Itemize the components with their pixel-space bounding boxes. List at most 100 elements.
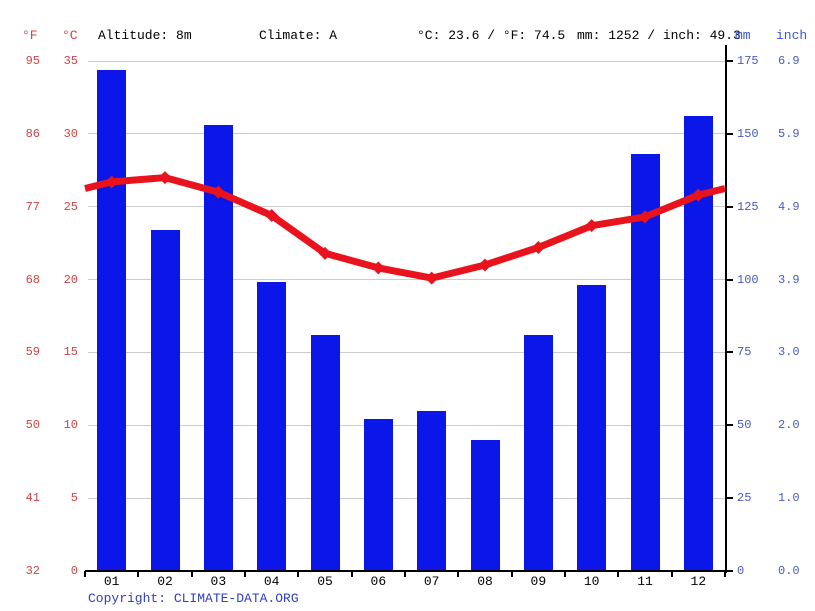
month-label-11: 11 <box>637 574 653 589</box>
right-axis-label-inch: 0.0 <box>778 564 800 578</box>
right-axis-tick <box>726 60 733 62</box>
precipitation-bar-07 <box>417 410 447 571</box>
left-axis-label-celsius: 10 <box>63 418 78 433</box>
temperature-point-05 <box>318 246 332 260</box>
bottom-axis-tick <box>564 571 566 577</box>
month-label-01: 01 <box>103 574 120 589</box>
month-label-07: 07 <box>423 574 440 589</box>
left-axis-label-celsius: 35 <box>63 54 78 68</box>
right-axis-label-inch: 2.0 <box>778 418 800 433</box>
header-altitude: Altitude: 8m <box>98 28 192 43</box>
right-axis-label-mm: 100 <box>737 272 759 287</box>
precipitation-bar-03 <box>203 125 233 571</box>
precipitation-bar-08 <box>470 439 500 571</box>
bottom-axis-tick <box>724 571 726 577</box>
month-label-03: 03 <box>210 574 227 589</box>
bottom-axis-tick <box>404 571 406 577</box>
month-label-08: 08 <box>477 574 493 589</box>
left-axis-label-fahrenheit: 77 <box>25 199 40 214</box>
precipitation-bar-06 <box>363 419 393 571</box>
header-inch-unit: inch <box>776 28 808 43</box>
right-axis-tick <box>726 278 733 281</box>
precipitation-bar-11 <box>630 154 660 571</box>
month-label-04: 04 <box>263 574 280 589</box>
header-fahrenheit-unit: °F <box>22 28 38 43</box>
precipitation-bar-04 <box>257 282 287 571</box>
left-axis-label-fahrenheit: 41 <box>25 491 40 506</box>
gridline-10c <box>88 424 727 426</box>
bottom-axis-tick <box>190 571 193 577</box>
left-axis-label-fahrenheit: 86 <box>25 126 40 141</box>
temperature-point-04 <box>265 208 279 222</box>
left-axis-label-fahrenheit: 59 <box>25 345 40 360</box>
month-label-05: 05 <box>317 574 333 589</box>
right-axis-label-inch: 3.0 <box>778 345 800 360</box>
left-axis-label-celsius: 5 <box>70 491 78 506</box>
header-celsius-unit: °C <box>62 28 78 43</box>
copyright: Copyright: CLIMATE-DATA.ORG <box>88 591 299 606</box>
left-axis-label-celsius: 30 <box>63 126 78 141</box>
right-axis-label-mm: 25 <box>737 491 752 506</box>
precipitation-bar-01 <box>97 69 127 571</box>
left-axis-label-fahrenheit: 50 <box>25 418 40 433</box>
gridline-5c <box>88 497 727 499</box>
precipitation-bar-10 <box>577 285 607 571</box>
month-label-09: 09 <box>530 574 547 589</box>
precipitation-bar-12 <box>683 116 713 571</box>
temperature-line <box>84 174 726 282</box>
right-axis-label-mm: 50 <box>737 418 752 433</box>
left-axis-label-celsius: 20 <box>63 272 78 287</box>
bottom-axis-tick <box>297 571 300 577</box>
bottom-axis-tick <box>137 571 140 577</box>
right-axis-label-inch: 3.9 <box>778 272 800 287</box>
right-axis-label-mm: 125 <box>737 199 759 214</box>
right-axis-spine <box>725 45 727 573</box>
gridline-30c <box>88 133 727 135</box>
header-mm-unit: mm <box>735 28 751 43</box>
temperature-point-09 <box>531 241 545 255</box>
right-axis-label-mm: 0 <box>737 564 745 578</box>
precipitation-bar-09 <box>523 334 553 571</box>
right-axis-label-mm: 150 <box>737 126 759 141</box>
temperature-point-08 <box>478 258 492 272</box>
right-axis-tick <box>726 351 733 354</box>
left-axis-label-fahrenheit: 68 <box>25 272 40 287</box>
temperature-point-02 <box>158 171 172 185</box>
copyright-link[interactable]: CLIMATE-DATA.ORG <box>173 591 299 606</box>
bottom-axis-tick <box>244 571 246 577</box>
precipitation-bar-02 <box>150 230 180 571</box>
right-axis-label-inch: 1.0 <box>778 491 800 506</box>
left-axis-label-celsius: 15 <box>63 345 78 360</box>
header-climate-zone: Climate: A <box>259 28 338 43</box>
right-axis-tick <box>726 132 733 135</box>
month-label-02: 02 <box>157 574 173 589</box>
left-axis-label-fahrenheit: 95 <box>25 54 40 68</box>
left-axis-label-fahrenheit: 32 <box>25 564 40 578</box>
gridline-15c <box>88 351 727 353</box>
left-axis-label-celsius: 25 <box>63 199 78 214</box>
temperature-point-10 <box>585 219 599 233</box>
gridline-35c <box>88 60 727 62</box>
right-axis-tick <box>726 497 733 500</box>
bottom-axis-line <box>85 570 733 572</box>
month-label-12: 12 <box>690 574 707 589</box>
month-label-06: 06 <box>370 574 387 589</box>
bottom-axis-tick <box>617 571 620 577</box>
precipitation-bar-05 <box>310 334 340 571</box>
copyright-label: Copyright: <box>88 591 167 606</box>
bottom-axis-tick <box>457 571 460 577</box>
header-temperature-summary: °C: 23.6 / °F: 74.5 <box>417 28 566 43</box>
temperature-point-06 <box>371 261 385 275</box>
right-axis-label-inch: 5.9 <box>778 126 800 141</box>
right-axis-label-mm: 75 <box>737 345 752 360</box>
right-axis-tick <box>726 424 733 427</box>
header-precipitation-summary: mm: 1252 / inch: 49.3 <box>577 28 741 43</box>
bottom-axis-tick <box>510 571 513 577</box>
bottom-axis-tick <box>670 571 673 577</box>
bottom-axis-tick <box>350 571 353 577</box>
right-axis-label-mm: 175 <box>737 54 759 68</box>
bottom-axis-tick <box>84 571 86 577</box>
right-axis-label-inch: 6.9 <box>778 54 800 68</box>
right-axis-label-inch: 4.9 <box>778 199 800 214</box>
